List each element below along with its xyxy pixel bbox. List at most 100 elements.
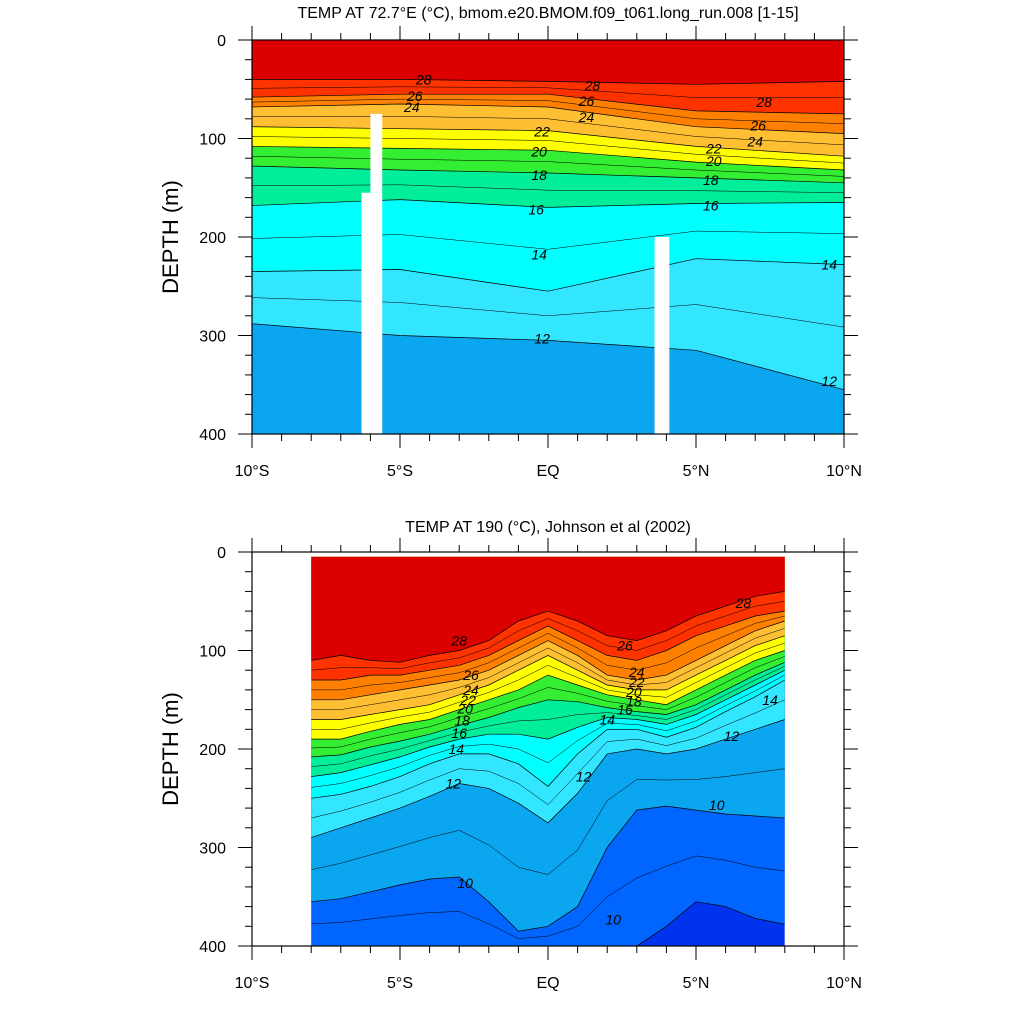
contour-label: 20 — [530, 143, 547, 159]
x-tick-label: 5°S — [387, 463, 413, 480]
y-tick-label: 100 — [199, 644, 226, 661]
contour-label: 12 — [534, 330, 550, 346]
y-tick-label: 0 — [217, 545, 226, 562]
isotherm-intermediate — [311, 855, 785, 939]
band-above-28 — [311, 556, 785, 663]
chart-title: TEMP AT 190 (°C), Johnson et al (2002) — [405, 519, 691, 536]
isotherm-intermediate — [311, 656, 785, 749]
isotherm-24 — [252, 103, 844, 134]
y-tick-label: 0 — [217, 33, 226, 50]
x-tick-label: 5°S — [387, 975, 413, 992]
missing-data-column — [361, 192, 383, 434]
missing-data-column — [654, 237, 670, 434]
isotherm-28 — [252, 79, 844, 85]
contour-label: 22 — [459, 692, 476, 708]
isotherm-intermediate — [311, 699, 785, 819]
y-tick-label: 400 — [199, 427, 226, 444]
contour-label: 10 — [709, 797, 725, 813]
y-tick-label: 300 — [199, 329, 226, 346]
contour-label: 16 — [451, 725, 467, 741]
contour-fill-group — [311, 556, 785, 946]
contour-label: 26 — [749, 118, 766, 134]
contour-label: 26 — [462, 667, 479, 683]
contour-label: 10 — [605, 911, 621, 927]
x-tick-label: 10°N — [826, 463, 862, 480]
y-axis-label: DEPTH (m) — [158, 692, 183, 806]
contour-label: 28 — [415, 71, 432, 87]
contour-fill-group — [252, 40, 844, 434]
model-temperature-section: 2826242826242220181614122826242220181614… — [158, 5, 862, 480]
isotherm-16 — [252, 199, 844, 208]
contour-label: 12 — [724, 728, 740, 744]
contour-label: 12 — [821, 373, 837, 389]
contour-label: 14 — [531, 247, 547, 263]
contour-label: 12 — [576, 769, 592, 785]
contour-label: 24 — [578, 109, 595, 125]
contour-label: 20 — [625, 684, 642, 700]
isotherm-intermediate — [252, 136, 844, 164]
x-tick-label: 10°S — [235, 975, 270, 992]
contour-label: 26 — [616, 638, 633, 654]
contour-label: 14 — [821, 257, 837, 273]
band-above-28 — [252, 40, 844, 85]
contour-label: 16 — [528, 201, 544, 217]
isotherm-intermediate — [311, 601, 785, 671]
isotherm-18 — [311, 661, 785, 758]
contour-label: 26 — [406, 88, 423, 104]
isotherm-16 — [311, 669, 785, 777]
contour-label: 16 — [703, 197, 719, 213]
contour-label: 18 — [703, 172, 719, 188]
x-tick-label: EQ — [536, 463, 559, 480]
isotherm-14 — [252, 258, 844, 292]
isotherm-20 — [252, 146, 844, 171]
isotherm-intermediate — [311, 666, 785, 767]
isotherm-22 — [311, 635, 785, 720]
contour-label: 14 — [762, 692, 778, 708]
isotherm-intermediate — [252, 116, 844, 146]
y-tick-label: 200 — [199, 742, 226, 759]
x-tick-label: 10°N — [826, 975, 862, 992]
contour-label: 24 — [462, 682, 479, 698]
isotherm-26 — [311, 610, 785, 681]
contour-label: 28 — [755, 94, 772, 110]
contour-label: 14 — [599, 711, 615, 727]
y-tick-label: 300 — [199, 841, 226, 858]
isotherm-28 — [311, 591, 785, 663]
contour-label: 20 — [456, 701, 473, 717]
isotherm-intermediate — [311, 642, 785, 730]
contour-label: 24 — [403, 99, 420, 115]
isotherm-intermediate — [252, 98, 844, 124]
contour-label: 28 — [450, 633, 467, 649]
isotherm-intermediate — [252, 230, 844, 250]
chart-title: TEMP AT 72.7°E (°C), bmom.e20.BMOM.f09_t… — [297, 5, 798, 22]
isotherm-intermediate — [252, 297, 844, 328]
observed-temperature-section: 2828262624222018161412242220181614121214… — [158, 519, 862, 992]
isotherm-intermediate — [252, 155, 844, 177]
isotherm-24 — [311, 620, 785, 701]
isotherm-12 — [252, 323, 844, 391]
x-tick-label: 5°N — [683, 975, 710, 992]
contour-label: 10 — [457, 875, 473, 891]
y-tick-label: 400 — [199, 939, 226, 956]
contour-label: 18 — [454, 712, 470, 728]
contour-label: 12 — [445, 775, 461, 791]
isotherm-intermediate — [311, 615, 785, 691]
isotherm-intermediate — [311, 768, 785, 875]
contour-label: 28 — [584, 77, 601, 93]
contour-label: 24 — [628, 664, 645, 680]
contour-label: 16 — [617, 702, 633, 718]
contour-label: 14 — [448, 741, 464, 757]
contour-label: 20 — [705, 153, 722, 169]
y-axis-label: DEPTH (m) — [158, 180, 183, 294]
x-tick-label: 10°S — [235, 463, 270, 480]
x-tick-label: 5°N — [683, 463, 710, 480]
contour-label: 18 — [531, 167, 547, 183]
isotherm-intermediate — [311, 674, 785, 788]
missing-data-column — [370, 113, 383, 193]
isotherm-26 — [252, 93, 844, 115]
isotherm-10 — [311, 805, 785, 932]
contour-label: 22 — [705, 140, 722, 156]
isotherm-18 — [252, 165, 844, 184]
contour-label: 22 — [628, 674, 645, 690]
